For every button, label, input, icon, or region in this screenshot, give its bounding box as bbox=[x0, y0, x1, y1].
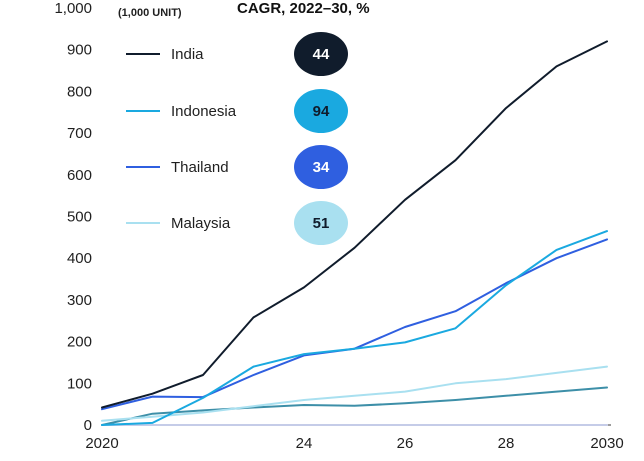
cagr-value-india: 44 bbox=[313, 46, 330, 63]
legend-label-thailand: Thailand bbox=[171, 159, 229, 176]
legend-label-indonesia: Indonesia bbox=[171, 103, 237, 120]
y-tick-label: 100 bbox=[67, 375, 92, 392]
y-tick-label: 300 bbox=[67, 292, 92, 309]
x-tick-label: 2020 bbox=[85, 435, 118, 452]
legend: India 44 Indonesia 94 Thailand 34 Malaysia 51 bbox=[126, 32, 348, 245]
x-tick-label: 24 bbox=[296, 435, 313, 452]
series-line-india bbox=[101, 40, 608, 409]
y-tick-label: 700 bbox=[67, 125, 92, 142]
legend-label-india: India bbox=[171, 46, 204, 63]
x-tick-label: 26 bbox=[397, 435, 414, 452]
y-tick-label: 200 bbox=[67, 334, 92, 351]
cagr-value-thailand: 34 bbox=[313, 159, 330, 176]
cagr-value-indonesia: 94 bbox=[313, 103, 330, 120]
series-line-indonesia bbox=[101, 230, 608, 426]
cagr-badge-india bbox=[294, 32, 348, 76]
cagr-badge-thailand bbox=[294, 145, 348, 189]
cagr-badge-indonesia bbox=[294, 89, 348, 133]
series-line-malaysia bbox=[101, 365, 608, 422]
y-tick-label: 400 bbox=[67, 250, 92, 267]
x-tick-label: 2030 bbox=[590, 435, 623, 452]
cagr-value-malaysia: 51 bbox=[313, 215, 330, 232]
x-axis: 2020 24 26 28 2030 bbox=[85, 424, 624, 452]
y-tick-label: 0 bbox=[84, 417, 92, 434]
series-line-unlabeled-4 bbox=[101, 386, 608, 426]
cagr-title: CAGR, 2022–30, % bbox=[237, 0, 370, 17]
y-tick-label: 900 bbox=[67, 42, 92, 59]
y-tick-label: 600 bbox=[67, 167, 92, 184]
y-axis: 0 100 200 300 400 500 600 700 800 900 1,000 bbox=[54, 0, 92, 434]
cagr-badge-malaysia bbox=[294, 201, 348, 245]
y-tick-label: 500 bbox=[67, 209, 92, 226]
x-tick-label: 28 bbox=[498, 435, 515, 452]
y-tick-label: 800 bbox=[67, 83, 92, 100]
unit-label: (1,000 UNIT) bbox=[118, 7, 182, 19]
series-lines bbox=[101, 40, 608, 426]
legend-label-malaysia: Malaysia bbox=[171, 215, 231, 232]
y-tick-label: 1,000 bbox=[54, 0, 92, 17]
